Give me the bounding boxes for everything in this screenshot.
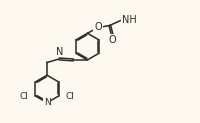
Text: NH: NH [122,15,136,25]
Text: N: N [56,47,63,57]
Text: Cl: Cl [65,92,74,101]
Text: N: N [44,98,50,107]
Text: Cl: Cl [20,92,29,101]
Text: O: O [94,22,102,32]
Text: O: O [109,35,117,45]
